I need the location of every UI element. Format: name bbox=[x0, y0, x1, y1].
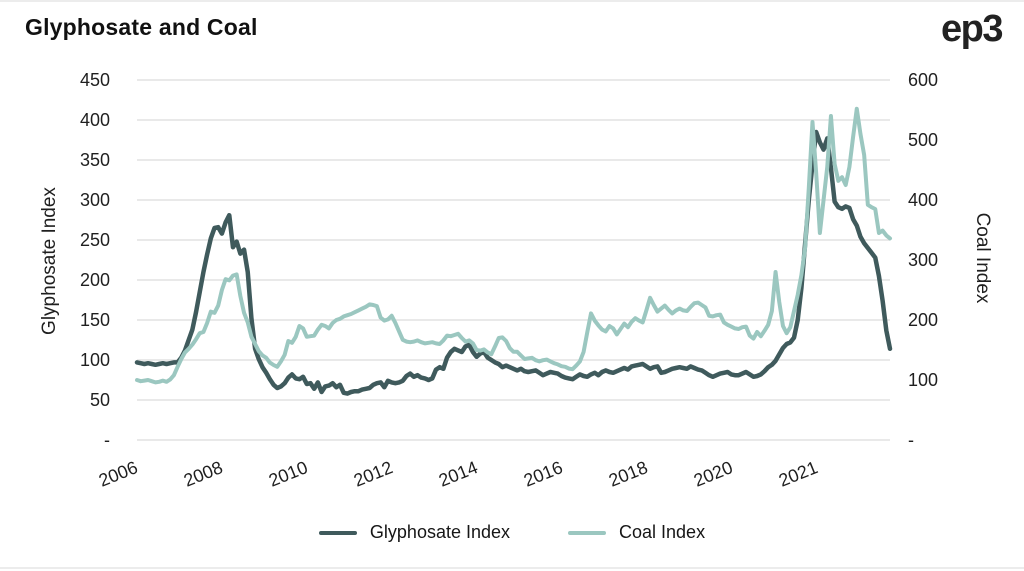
right-tick-label: 400 bbox=[908, 190, 938, 210]
left-tick-label: 150 bbox=[80, 310, 110, 330]
glyphosate-line-swatch bbox=[318, 530, 357, 535]
coal-line-swatch bbox=[568, 530, 607, 535]
legend-label-glyphosate: Glyphosate Index bbox=[369, 522, 511, 542]
x-tick-label: 2006 bbox=[96, 457, 141, 491]
gridlines bbox=[137, 79, 890, 441]
left-tick-label: 50 bbox=[90, 390, 110, 410]
chart-title: Glyphosate and Coal bbox=[25, 14, 258, 40]
left-tick-label: 100 bbox=[80, 350, 110, 370]
x-tick-label: 2014 bbox=[436, 457, 481, 491]
left-axis-ticks: - 50 100 150 200 250 300 350 400 450 bbox=[80, 70, 110, 450]
right-tick-label: 100 bbox=[908, 370, 938, 390]
x-tick-label: 2016 bbox=[521, 457, 566, 491]
right-tick-label: 300 bbox=[908, 250, 938, 270]
left-tick-label: 250 bbox=[80, 230, 110, 250]
legend-item-glyphosate: Glyphosate Index bbox=[318, 522, 511, 543]
x-tick-label: 2008 bbox=[181, 457, 226, 491]
right-tick-label: 500 bbox=[908, 130, 938, 150]
right-axis-ticks: - 100 200 300 400 500 600 bbox=[908, 70, 938, 450]
right-tick-label: - bbox=[908, 430, 914, 450]
left-tick-label: 300 bbox=[80, 190, 110, 210]
left-tick-label: 350 bbox=[80, 150, 110, 170]
x-tick-label: 2021 bbox=[776, 457, 821, 491]
left-tick-label: 450 bbox=[80, 70, 110, 90]
ep3-logo: ep3 bbox=[941, 8, 1003, 50]
glyphosate-series-line bbox=[134, 129, 893, 396]
x-axis-ticks: 2006 2008 2010 2012 2014 2016 2018 2020 2021 bbox=[96, 457, 821, 491]
legend-label-coal: Coal Index bbox=[619, 522, 706, 542]
x-tick-label: 2020 bbox=[691, 457, 736, 491]
left-tick-label: - bbox=[104, 430, 110, 450]
coal-series-line bbox=[135, 106, 892, 385]
x-tick-label: 2018 bbox=[606, 457, 651, 491]
x-tick-label: 2012 bbox=[351, 457, 396, 491]
x-tick-label: 2010 bbox=[266, 457, 311, 491]
left-tick-label: 200 bbox=[80, 270, 110, 290]
left-tick-label: 400 bbox=[80, 110, 110, 130]
legend: Glyphosate Index Coal Index bbox=[0, 522, 1024, 543]
legend-item-coal: Coal Index bbox=[568, 522, 705, 543]
right-tick-label: 200 bbox=[908, 310, 938, 330]
right-tick-label: 600 bbox=[908, 70, 938, 90]
